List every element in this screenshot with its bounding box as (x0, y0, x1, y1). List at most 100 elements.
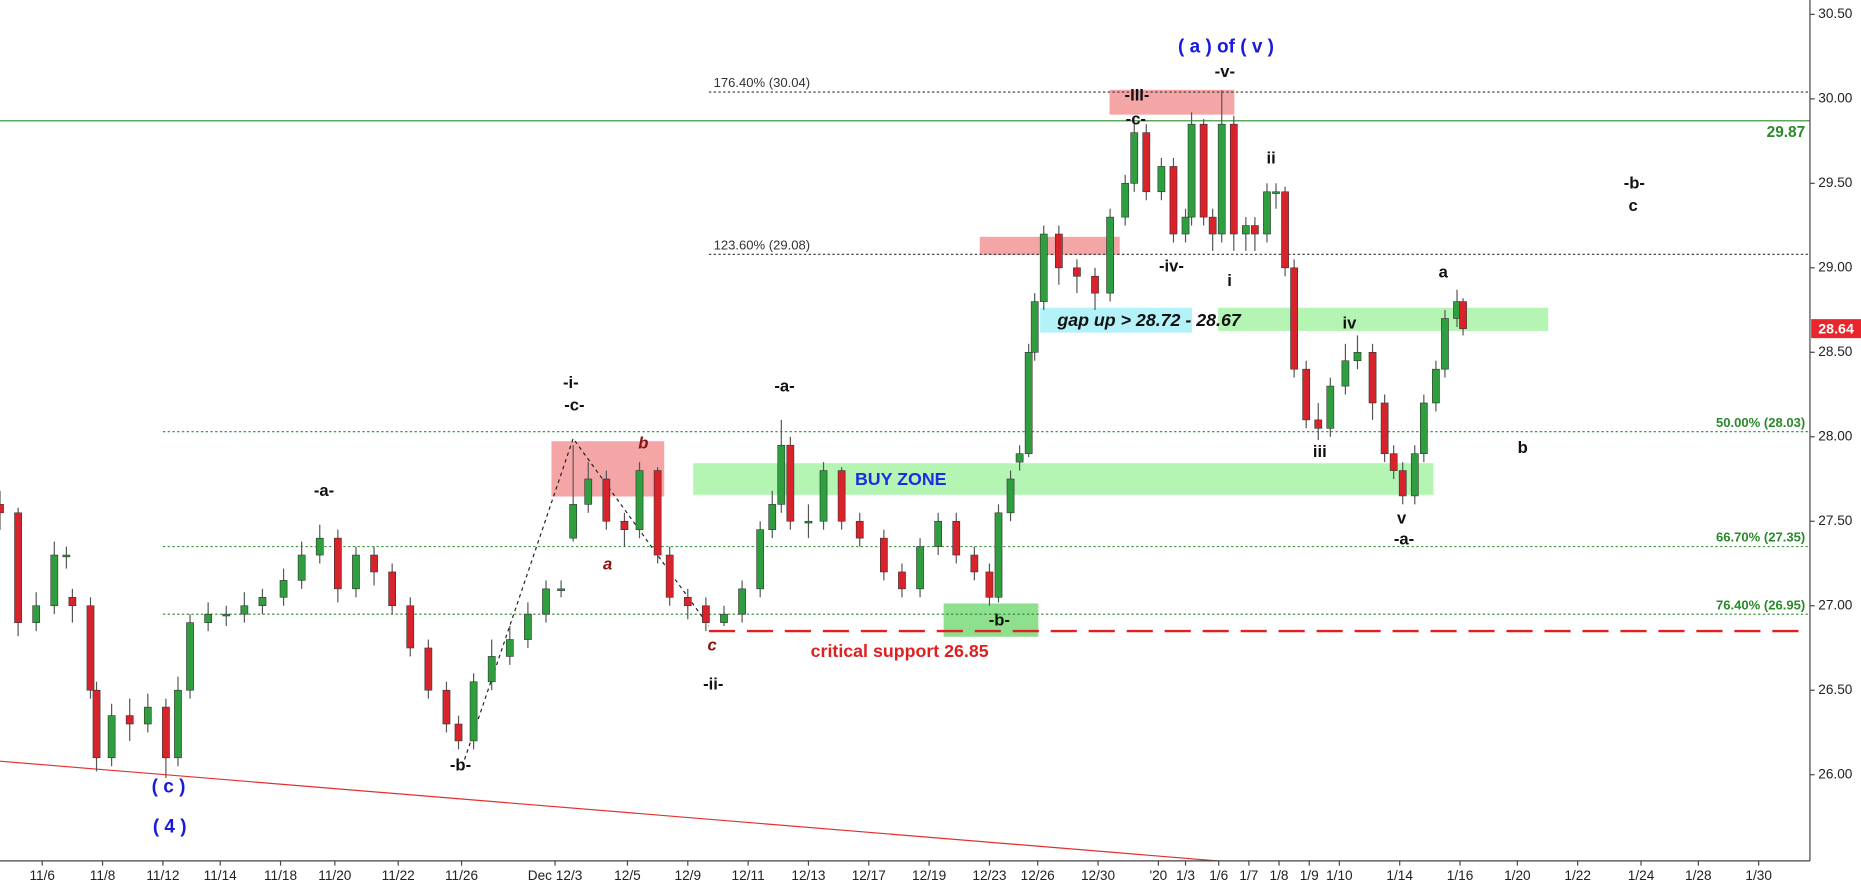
candle-body (1073, 267, 1081, 277)
candle-body (620, 520, 629, 531)
candle-body (916, 546, 924, 590)
candle-body (1015, 453, 1024, 463)
fib-label: 176.40% (30.04) (714, 75, 810, 90)
candle-body (1142, 132, 1151, 193)
candle-body (14, 512, 22, 623)
candle-body (1281, 191, 1289, 269)
candle-body (1208, 216, 1217, 235)
x-tick-label: 12/23 (972, 868, 1006, 883)
candle-body (777, 444, 786, 505)
candle-body (1251, 225, 1259, 235)
wave-label: -b- (450, 755, 471, 774)
x-tick-label: 1/9 (1300, 868, 1319, 883)
y-tick-label: 30.00 (1818, 90, 1853, 105)
x-tick-label: 1/7 (1239, 868, 1258, 883)
y-tick-label: 27.50 (1818, 513, 1853, 528)
wave-label: b (638, 433, 648, 452)
candle-body (1353, 351, 1362, 362)
candle-body (702, 605, 710, 623)
candle-body (1410, 453, 1419, 497)
zone (1218, 307, 1549, 331)
candle-body (1181, 216, 1190, 235)
candle-body (1380, 402, 1389, 454)
wave-label: v (1397, 508, 1407, 527)
y-tick-label: 29.00 (1818, 259, 1853, 274)
candle-body (0, 504, 4, 514)
candle-body (1130, 132, 1139, 184)
candle-body (837, 470, 846, 522)
candle-body (1229, 123, 1238, 235)
candle-body (1030, 301, 1039, 353)
resistance-label: 29.87 (1767, 124, 1806, 141)
candle-body (204, 613, 213, 623)
candle-body (107, 715, 116, 759)
x-tick-label: 11/18 (264, 868, 297, 883)
x-tick-label: 12/30 (1081, 868, 1116, 883)
fib-label: 123.60% (29.08) (714, 237, 810, 252)
candle-body (315, 537, 324, 556)
wave-label: iv (1343, 314, 1358, 333)
candle-body (1039, 233, 1048, 302)
fib-label: 76.40% (26.95) (1716, 597, 1805, 612)
candle-body (985, 571, 994, 598)
candle-body (1263, 191, 1271, 235)
candle-body (1242, 225, 1250, 235)
candle-body (524, 613, 532, 640)
y-tick-label: 28.00 (1818, 428, 1853, 443)
candle-body (406, 605, 415, 649)
candle-body (1368, 351, 1377, 404)
candle-body (1024, 351, 1033, 454)
candle-body (1106, 216, 1114, 294)
zone (979, 236, 1120, 255)
candle-body (186, 622, 194, 691)
zone-label: gap up > 28.72 - 28.67 (1056, 310, 1242, 330)
plot-area (0, 89, 1810, 861)
wave-label: -iv- (1159, 257, 1184, 276)
candle-body (738, 588, 746, 615)
wave-label: ( c ) (152, 776, 186, 797)
candle-body (1389, 453, 1398, 471)
candle-body (804, 520, 813, 524)
candle-body (162, 706, 170, 759)
candle-body (1121, 183, 1130, 218)
x-tick-label: 12/26 (1021, 868, 1055, 883)
trendline (0, 760, 1225, 861)
candle-body (584, 478, 593, 505)
wave-label: a (603, 555, 612, 574)
support-label: critical support 26.85 (811, 641, 989, 661)
wave-label: ( a ) of ( v ) (1178, 37, 1274, 58)
candle-body (1054, 233, 1063, 269)
fib-label: 50.00% (28.03) (1716, 415, 1805, 430)
candle-body (683, 596, 692, 607)
candle-body (32, 605, 41, 623)
candle-body (469, 681, 478, 742)
candle-body (952, 520, 961, 556)
candle-body (1419, 402, 1428, 454)
x-tick-label: 12/19 (912, 868, 946, 883)
candle-body (665, 554, 674, 598)
candle-body (768, 504, 777, 531)
x-tick-label: 11/6 (29, 868, 55, 883)
candle-body (1199, 123, 1208, 218)
candle-body (720, 613, 728, 623)
candle-body (1157, 166, 1166, 193)
candle-body (602, 478, 611, 522)
y-tick-label: 27.00 (1818, 597, 1853, 612)
candle-body (240, 605, 249, 615)
x-tick-label: 1/24 (1628, 868, 1655, 883)
fib-label: 66.70% (27.35) (1716, 530, 1805, 545)
x-tick-label: 1/8 (1270, 868, 1289, 883)
candle-body (1169, 166, 1178, 235)
wave-label: a (1439, 262, 1449, 281)
x-tick-label: '20 (1149, 868, 1167, 883)
candle-body (125, 715, 134, 725)
candle-body (143, 706, 152, 725)
wave-label: -ii- (703, 675, 723, 694)
candle-body (505, 639, 514, 657)
last-price-label: 28.64 (1818, 322, 1854, 338)
y-tick-label: 26.00 (1818, 766, 1853, 781)
wave-label: -c- (564, 395, 584, 414)
candle-body (86, 605, 95, 691)
candle-body (174, 689, 182, 759)
x-tick-label: 1/14 (1386, 868, 1413, 883)
